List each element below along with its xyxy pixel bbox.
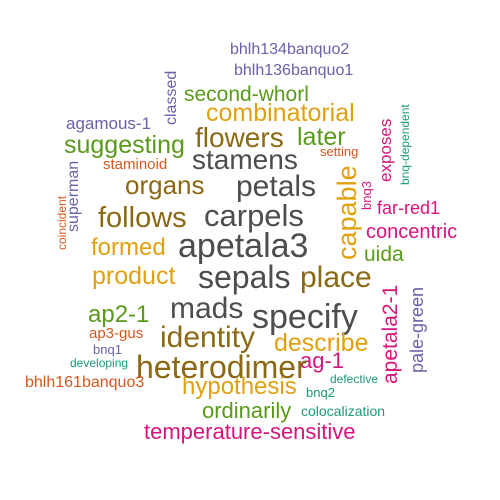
- word-apetala3: apetala3: [178, 227, 309, 265]
- word-capable: capable: [332, 165, 362, 260]
- word-exposes: exposes: [376, 118, 395, 182]
- word-ag-1: ag-1: [300, 348, 345, 373]
- word-coincident: coincident: [55, 195, 69, 250]
- word-ordinarily: ordinarily: [202, 398, 292, 423]
- word-concentric: concentric: [366, 221, 458, 243]
- word-staminoid: staminoid: [103, 156, 168, 173]
- word-bhlh136banquo1: bhlh136banquo1: [234, 62, 354, 79]
- word-developing: developing: [70, 356, 129, 370]
- word-ap2-1: ap2-1: [88, 301, 150, 328]
- word-colocalization: colocalization: [301, 403, 386, 419]
- word-heterodimer: heterodimer: [136, 349, 307, 385]
- word-organs: organs: [125, 170, 205, 200]
- word-bhlh161banquo3: bhlh161banquo3: [25, 374, 145, 391]
- word-setting: setting: [320, 144, 359, 159]
- word-carpels: carpels: [204, 198, 304, 233]
- word-bnq-dependent: bnq-dependent: [398, 104, 412, 185]
- word-describe: describe: [274, 329, 369, 357]
- word-apetala2-1: apetala2-1: [379, 284, 402, 384]
- word-far-red1: far-red1: [377, 198, 441, 218]
- word-specify: specify: [252, 298, 358, 336]
- word-identity: identity: [160, 321, 256, 354]
- word-ap3-gus: ap3-gus: [89, 325, 144, 342]
- word-follows: follows: [98, 202, 187, 234]
- word-stamens: stamens: [192, 144, 298, 175]
- word-flowers: flowers: [195, 122, 284, 153]
- word-bnq1: bnq1: [93, 342, 122, 357]
- word-defective: defective: [330, 372, 379, 386]
- word-product: product: [92, 262, 176, 290]
- word-sepals: sepals: [198, 259, 291, 295]
- word-bnq2: bnq2: [306, 385, 335, 400]
- word-hypothesis: hypothesis: [182, 373, 297, 400]
- word-combinatorial: combinatorial: [206, 99, 355, 127]
- word-agamous-1: agamous-1: [66, 114, 152, 133]
- word-bhlh134banquo2: bhlh134banquo2: [230, 41, 350, 58]
- word-temperature-sensitive: temperature-sensitive: [144, 419, 356, 444]
- word-second-whorl: second-whorl: [184, 83, 309, 106]
- word-place: place: [300, 261, 372, 294]
- word-mads: mads: [170, 292, 244, 325]
- word-formed: formed: [91, 234, 166, 261]
- word-pale-green: pale-green: [407, 286, 427, 373]
- word-classed: classed: [163, 70, 180, 125]
- word-later: later: [297, 123, 346, 151]
- word-petals: petals: [236, 170, 317, 203]
- word-uida: uida: [364, 243, 404, 266]
- word-bnq3: bnq3: [359, 181, 374, 210]
- word-suggesting: suggesting: [64, 131, 185, 159]
